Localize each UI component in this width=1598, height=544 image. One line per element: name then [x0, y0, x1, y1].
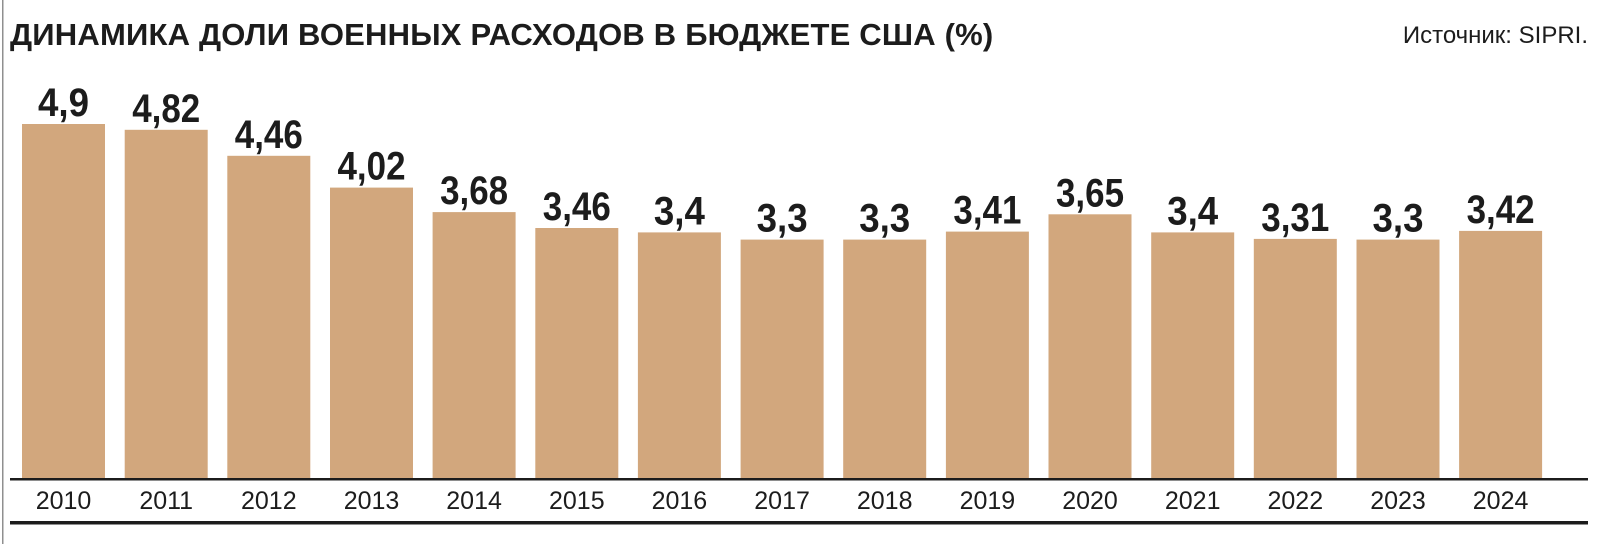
- x-tick-label-2014: 2014: [446, 487, 502, 515]
- bar-value-label-2011: 4,82: [132, 87, 200, 131]
- bar-2015: [535, 228, 619, 478]
- bar-2016: [637, 232, 721, 478]
- bar-value-label-2010: 4,9: [38, 81, 89, 125]
- x-axis-bottom-rule: [10, 521, 1588, 525]
- bar-2013: [330, 187, 413, 478]
- x-tick-label-2010: 2010: [36, 487, 92, 515]
- bar-value-label-2019: 3,41: [953, 189, 1021, 233]
- bar-2014: [432, 212, 516, 478]
- bar-2023: [1356, 239, 1440, 478]
- bar-value-label-2014: 3,68: [440, 169, 508, 213]
- x-tick-label-2016: 2016: [652, 487, 708, 515]
- bar-2018: [843, 239, 927, 478]
- x-tick-label-2015: 2015: [549, 487, 605, 515]
- bar-2019: [945, 231, 1029, 478]
- bar-2012: [227, 155, 311, 479]
- bar-2024: [1459, 230, 1543, 478]
- bar-value-label-2012: 4,46: [235, 113, 303, 157]
- bar-2010: [22, 124, 105, 478]
- bar-value-label-2016: 3,4: [654, 189, 706, 233]
- bar-value-label-2013: 4,02: [338, 145, 406, 189]
- bar-value-label-2015: 3,46: [543, 185, 611, 229]
- x-tick-label-2023: 2023: [1370, 487, 1426, 515]
- chart-title: ДИНАМИКА ДОЛИ ВОЕННЫХ РАСХОДОВ В БЮДЖЕТЕ…: [10, 17, 993, 52]
- x-tick-label-2012: 2012: [241, 487, 297, 515]
- bar-value-label-2021: 3,4: [1167, 189, 1219, 233]
- bar-2022: [1253, 238, 1337, 478]
- bars-group: [22, 124, 1543, 479]
- bar-2011: [124, 129, 208, 479]
- x-tick-label-2017: 2017: [754, 487, 810, 515]
- x-tick-label-2020: 2020: [1062, 487, 1118, 515]
- bar-2017: [740, 239, 824, 478]
- x-tick-label-2019: 2019: [960, 487, 1016, 515]
- chart-source: Источник: SIPRI.: [1403, 22, 1588, 49]
- bar-value-label-2018: 3,3: [859, 197, 910, 241]
- value-labels-group: 4,9 4,82 4,46 4,02 3,68 3,46 3,4 3,3 3,3 3,41 3,65…: [38, 81, 1535, 241]
- bar-value-label-2024: 3,42: [1467, 188, 1535, 232]
- x-tick-label-2013: 2013: [344, 487, 400, 515]
- x-tick-label-2011: 2011: [139, 487, 193, 515]
- bar-value-label-2022: 3,31: [1261, 196, 1329, 240]
- bar-2021: [1151, 232, 1235, 478]
- x-tick-label-2021: 2021: [1165, 487, 1221, 515]
- bar-value-label-2020: 3,65: [1056, 171, 1124, 215]
- bar-value-label-2017: 3,3: [757, 197, 808, 241]
- x-axis-line: [10, 478, 1588, 481]
- bar-value-label-2023: 3,3: [1373, 197, 1424, 241]
- x-tick-label-2022: 2022: [1267, 487, 1323, 515]
- left-edge-rule: [2, 0, 4, 544]
- x-tick-labels-group: 2010 2011 2012 2013 2014 2015 2016 2017 2018 2019…: [36, 487, 1529, 515]
- x-tick-label-2018: 2018: [857, 487, 913, 515]
- x-tick-label-2024: 2024: [1473, 487, 1529, 515]
- bar-2020: [1048, 214, 1132, 479]
